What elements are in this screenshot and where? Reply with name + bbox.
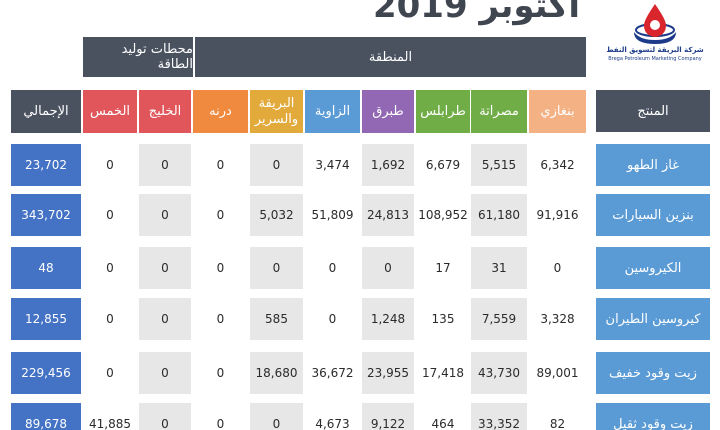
cell-tripoli: 17,418 [422, 366, 464, 380]
cell-zawiya: 36,672 [311, 366, 354, 380]
cell-khums: 0 [106, 261, 114, 275]
row-product-label: كيروسين الطيران [596, 298, 710, 340]
cell-derna: 0 [216, 312, 225, 326]
cell-brega: 18,680 [250, 352, 303, 394]
cell-total: 48 [11, 247, 81, 289]
cell-tripoli: 108,952 [418, 208, 468, 222]
cell-brega: 0 [250, 247, 303, 289]
cell-total: 343,702 [11, 194, 81, 236]
cell-benghazi: 6,342 [540, 158, 575, 172]
column-header-tobruk: طبرق [362, 90, 414, 133]
cell-khaleej: 0 [139, 403, 191, 430]
row-product-label: غاز الطهو [596, 144, 710, 186]
cell-misrata: 31 [471, 247, 527, 289]
cell-khums: 0 [106, 312, 114, 326]
cell-derna: 0 [216, 208, 225, 222]
cell-benghazi: 91,916 [536, 208, 579, 222]
cell-misrata: 33,352 [471, 403, 527, 430]
cell-zawiya: 51,809 [311, 208, 354, 222]
cell-khums: 0 [106, 208, 114, 222]
cell-total: 23,702 [11, 144, 81, 186]
cell-misrata: 61,180 [471, 194, 527, 236]
column-header-khaleej: الخليج [139, 90, 191, 133]
cell-khaleej: 0 [139, 247, 191, 289]
cell-brega: 0 [250, 144, 303, 186]
cell-zawiya: 3,474 [315, 158, 350, 172]
column-header-derna: درنه [193, 90, 248, 133]
cell-tobruk: 1,692 [362, 144, 414, 186]
cell-benghazi: 3,328 [540, 312, 575, 326]
page-title: أكتوبر 2019 [372, 0, 580, 26]
row-product-label: زيت وقود خفيف [596, 352, 710, 394]
cell-tripoli: 17 [435, 261, 451, 275]
oil-drop-globe-logo-icon [634, 4, 676, 44]
cell-khums: 41,885 [89, 417, 131, 430]
column-header-benghazi: بنغازي [529, 90, 586, 133]
cell-benghazi: 0 [553, 261, 562, 275]
column-header-brega: البريقة والسرير [250, 90, 303, 133]
cell-tripoli: 6,679 [425, 158, 461, 172]
cell-misrata: 43,730 [471, 352, 527, 394]
column-header-khums: الخمس [83, 90, 137, 133]
row-product-label: زيت وقود ثقيل [596, 403, 710, 430]
group-header-region: المنطقة [195, 37, 586, 77]
cell-tobruk: 1,248 [362, 298, 414, 340]
cell-tobruk: 9,122 [362, 403, 414, 430]
column-header-total: الإجمالي [11, 90, 81, 133]
column-header-zawiya: الزاوية [305, 90, 360, 133]
cell-zawiya: 0 [328, 312, 337, 326]
logo-name-english: Brega Petroleum Marketing Company [608, 56, 702, 62]
cell-derna: 0 [216, 366, 225, 380]
column-header-misrata: مصراتة [471, 90, 527, 133]
cell-khaleej: 0 [139, 352, 191, 394]
cell-total: 229,456 [11, 352, 81, 394]
column-header-tripoli: طرابلس [416, 90, 470, 133]
row-product-label: الكيروسين [596, 247, 710, 289]
cell-derna: 0 [216, 417, 225, 430]
cell-khums: 0 [106, 158, 114, 172]
cell-derna: 0 [216, 261, 225, 275]
cell-khaleej: 0 [139, 298, 191, 340]
cell-derna: 0 [216, 158, 225, 172]
cell-tobruk: 23,955 [362, 352, 414, 394]
cell-misrata: 7,559 [471, 298, 527, 340]
cell-tripoli: 464 [431, 417, 455, 430]
cell-zawiya: 4,673 [315, 417, 350, 430]
cell-khaleej: 0 [139, 144, 191, 186]
cell-tobruk: 0 [362, 247, 414, 289]
cell-zawiya: 0 [328, 261, 337, 275]
company-logo: شركة البريقة لتسويق النفط Brega Petroleu… [600, 0, 710, 68]
cell-tripoli: 135 [431, 312, 455, 326]
cell-brega: 0 [250, 403, 303, 430]
cell-khums: 0 [106, 366, 114, 380]
cell-benghazi: 82 [549, 417, 566, 430]
cell-khaleej: 0 [139, 194, 191, 236]
cell-brega: 5,032 [250, 194, 303, 236]
cell-benghazi: 89,001 [536, 366, 579, 380]
logo-name-arabic: شركة البريقة لتسويق النفط [606, 46, 704, 54]
cell-misrata: 5,515 [471, 144, 527, 186]
cell-brega: 585 [250, 298, 303, 340]
cell-total: 12,855 [11, 298, 81, 340]
group-header-power-stations: محطات توليد الطاقة [83, 37, 193, 77]
cell-total: 89,678 [11, 403, 81, 430]
row-product-label: بنزين السيارات [596, 194, 710, 236]
column-header-product: المنتج [596, 90, 710, 132]
cell-tobruk: 24,813 [362, 194, 414, 236]
